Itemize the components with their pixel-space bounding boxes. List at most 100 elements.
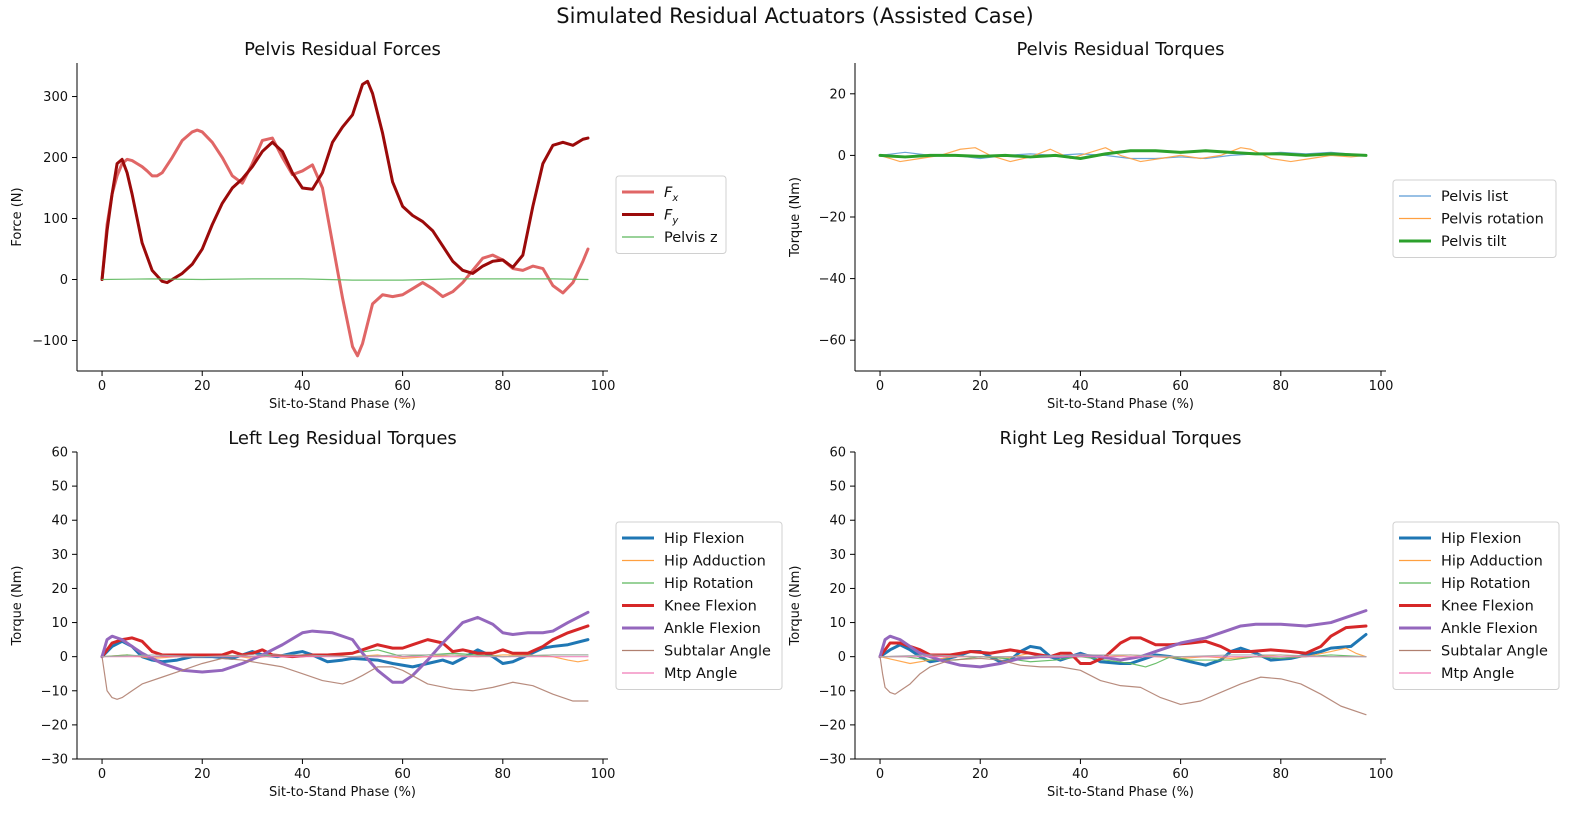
y-tick-label: −60 — [819, 334, 846, 349]
legend-label: Mtp Angle — [664, 666, 737, 682]
series-line-subtalar-angle — [101, 656, 589, 702]
y-tick-label: 40 — [829, 514, 846, 529]
legend-label: Hip Adduction — [1441, 554, 1543, 570]
x-tick-label: 40 — [294, 379, 311, 394]
x-tick-label: 60 — [1172, 379, 1189, 394]
y-tick-label: 40 — [51, 514, 68, 529]
y-tick-label: 0 — [60, 273, 68, 288]
series-group — [100, 79, 590, 358]
legend-label: Hip Flexion — [1441, 531, 1521, 547]
x-tick-label: 0 — [98, 767, 106, 782]
y-tick-label: 0 — [60, 650, 68, 665]
legend-label: Hip Rotation — [1441, 576, 1530, 592]
x-tick-label: 40 — [1072, 767, 1089, 782]
legend-label: Ankle Flexion — [664, 621, 761, 637]
legend-label: Hip Flexion — [664, 531, 744, 547]
legend: Hip Flexion Hip Adduction Hip Rotation Knee… — [1392, 521, 1560, 690]
x-tick-label: 100 — [1369, 767, 1394, 782]
legend-label: Fx — [664, 185, 678, 204]
x-axis-label: Sit-to-Stand Phase (%) — [1047, 397, 1194, 412]
series-line-pelvis-tilt — [878, 149, 1368, 160]
y-tick-label: 200 — [43, 151, 68, 166]
series-line-pelvis-z — [101, 278, 589, 281]
y-tick-label: 0 — [838, 149, 846, 164]
x-tick-label: 0 — [876, 379, 884, 394]
y-tick-label: 20 — [51, 582, 68, 597]
legend: Hip Flexion Hip Adduction Hip Rotation Knee… — [615, 521, 783, 690]
y-axis-label: Torque (Nm) — [788, 566, 803, 647]
x-tick-label: 20 — [972, 767, 989, 782]
y-tick-label: 60 — [829, 446, 846, 461]
series-group — [878, 147, 1368, 163]
legend-label-main: F — [664, 208, 673, 224]
subplot-title: Right Leg Residual Torques — [999, 428, 1241, 449]
y-tick-label: 50 — [51, 480, 68, 495]
legend-label: Mtp Angle — [1441, 666, 1514, 682]
y-tick-label: −100 — [32, 334, 68, 349]
legend-label: Knee Flexion — [664, 599, 757, 615]
subplot-4: Right Leg Residual Torques 0 20 40 60 80 100 −3… — [788, 428, 1560, 800]
legend-label: Ankle Flexion — [1441, 621, 1538, 637]
y-tick-label: −30 — [819, 753, 846, 768]
series-line-knee-flexion — [100, 624, 590, 659]
series-group — [878, 609, 1368, 716]
y-axis-label: Torque (Nm) — [788, 177, 803, 258]
y-tick-label: 0 — [838, 650, 846, 665]
y-axis-label: Torque (Nm) — [10, 566, 25, 647]
legend-box — [615, 521, 783, 690]
legend-label: Knee Flexion — [1441, 599, 1534, 615]
x-tick-label: 100 — [591, 767, 616, 782]
legend-label: Fy — [664, 208, 679, 227]
legend-label: Hip Adduction — [664, 554, 766, 570]
series-line-extra-7 — [879, 654, 1367, 658]
legend-box — [615, 175, 727, 254]
legend-label: Pelvis tilt — [1441, 234, 1507, 250]
legend-label: Subtalar Angle — [1441, 644, 1548, 660]
figure-title: Simulated Residual Actuators (Assisted C… — [556, 4, 1034, 28]
x-tick-label: 20 — [194, 767, 211, 782]
series-line-subtalar-angle — [879, 656, 1367, 716]
x-tick-label: 0 — [876, 767, 884, 782]
x-tick-label: 60 — [394, 379, 411, 394]
x-tick-label: 100 — [591, 379, 616, 394]
legend-label-main: F — [664, 185, 673, 201]
x-axis-label: Sit-to-Stand Phase (%) — [1047, 785, 1194, 800]
y-tick-label: 20 — [829, 582, 846, 597]
subplot-title: Pelvis Residual Forces — [244, 39, 441, 60]
series-group — [100, 610, 590, 702]
subplot-title: Left Leg Residual Torques — [228, 428, 457, 449]
x-axis-label: Sit-to-Stand Phase (%) — [269, 397, 416, 412]
legend: Fx Fy Pelvis z — [615, 175, 727, 254]
y-tick-label: −30 — [41, 753, 68, 768]
x-axis-label: Sit-to-Stand Phase (%) — [269, 785, 416, 800]
x-tick-label: 80 — [1273, 767, 1290, 782]
subplot-title: Pelvis Residual Torques — [1016, 39, 1224, 60]
series-line-extra-7 — [101, 654, 589, 658]
y-tick-label: 30 — [51, 548, 68, 563]
x-tick-label: 20 — [194, 379, 211, 394]
series-line-f-x — [100, 128, 590, 358]
y-tick-label: 100 — [43, 212, 68, 227]
y-tick-label: −10 — [819, 684, 846, 699]
x-tick-label: 80 — [495, 379, 512, 394]
series-line-ankle-flexion — [878, 609, 1368, 669]
y-tick-label: 30 — [829, 548, 846, 563]
x-tick-label: 60 — [1172, 767, 1189, 782]
legend-label: Pelvis rotation — [1441, 212, 1544, 228]
y-tick-label: −20 — [819, 211, 846, 226]
y-tick-label: 300 — [43, 90, 68, 105]
y-tick-label: 20 — [829, 87, 846, 102]
y-tick-label: −20 — [819, 718, 846, 733]
x-tick-label: 100 — [1369, 379, 1394, 394]
series-line-f-y — [100, 79, 590, 285]
legend: Pelvis list Pelvis rotation Pelvis tilt — [1392, 179, 1557, 258]
legend-box — [1392, 179, 1557, 258]
x-tick-label: 60 — [394, 767, 411, 782]
x-tick-label: 0 — [98, 379, 106, 394]
y-tick-label: 10 — [51, 616, 68, 631]
subplot-1: Pelvis Residual Forces 0 20 40 60 80 100 −100 0 1… — [10, 39, 727, 412]
legend-label: Pelvis z — [664, 230, 718, 246]
